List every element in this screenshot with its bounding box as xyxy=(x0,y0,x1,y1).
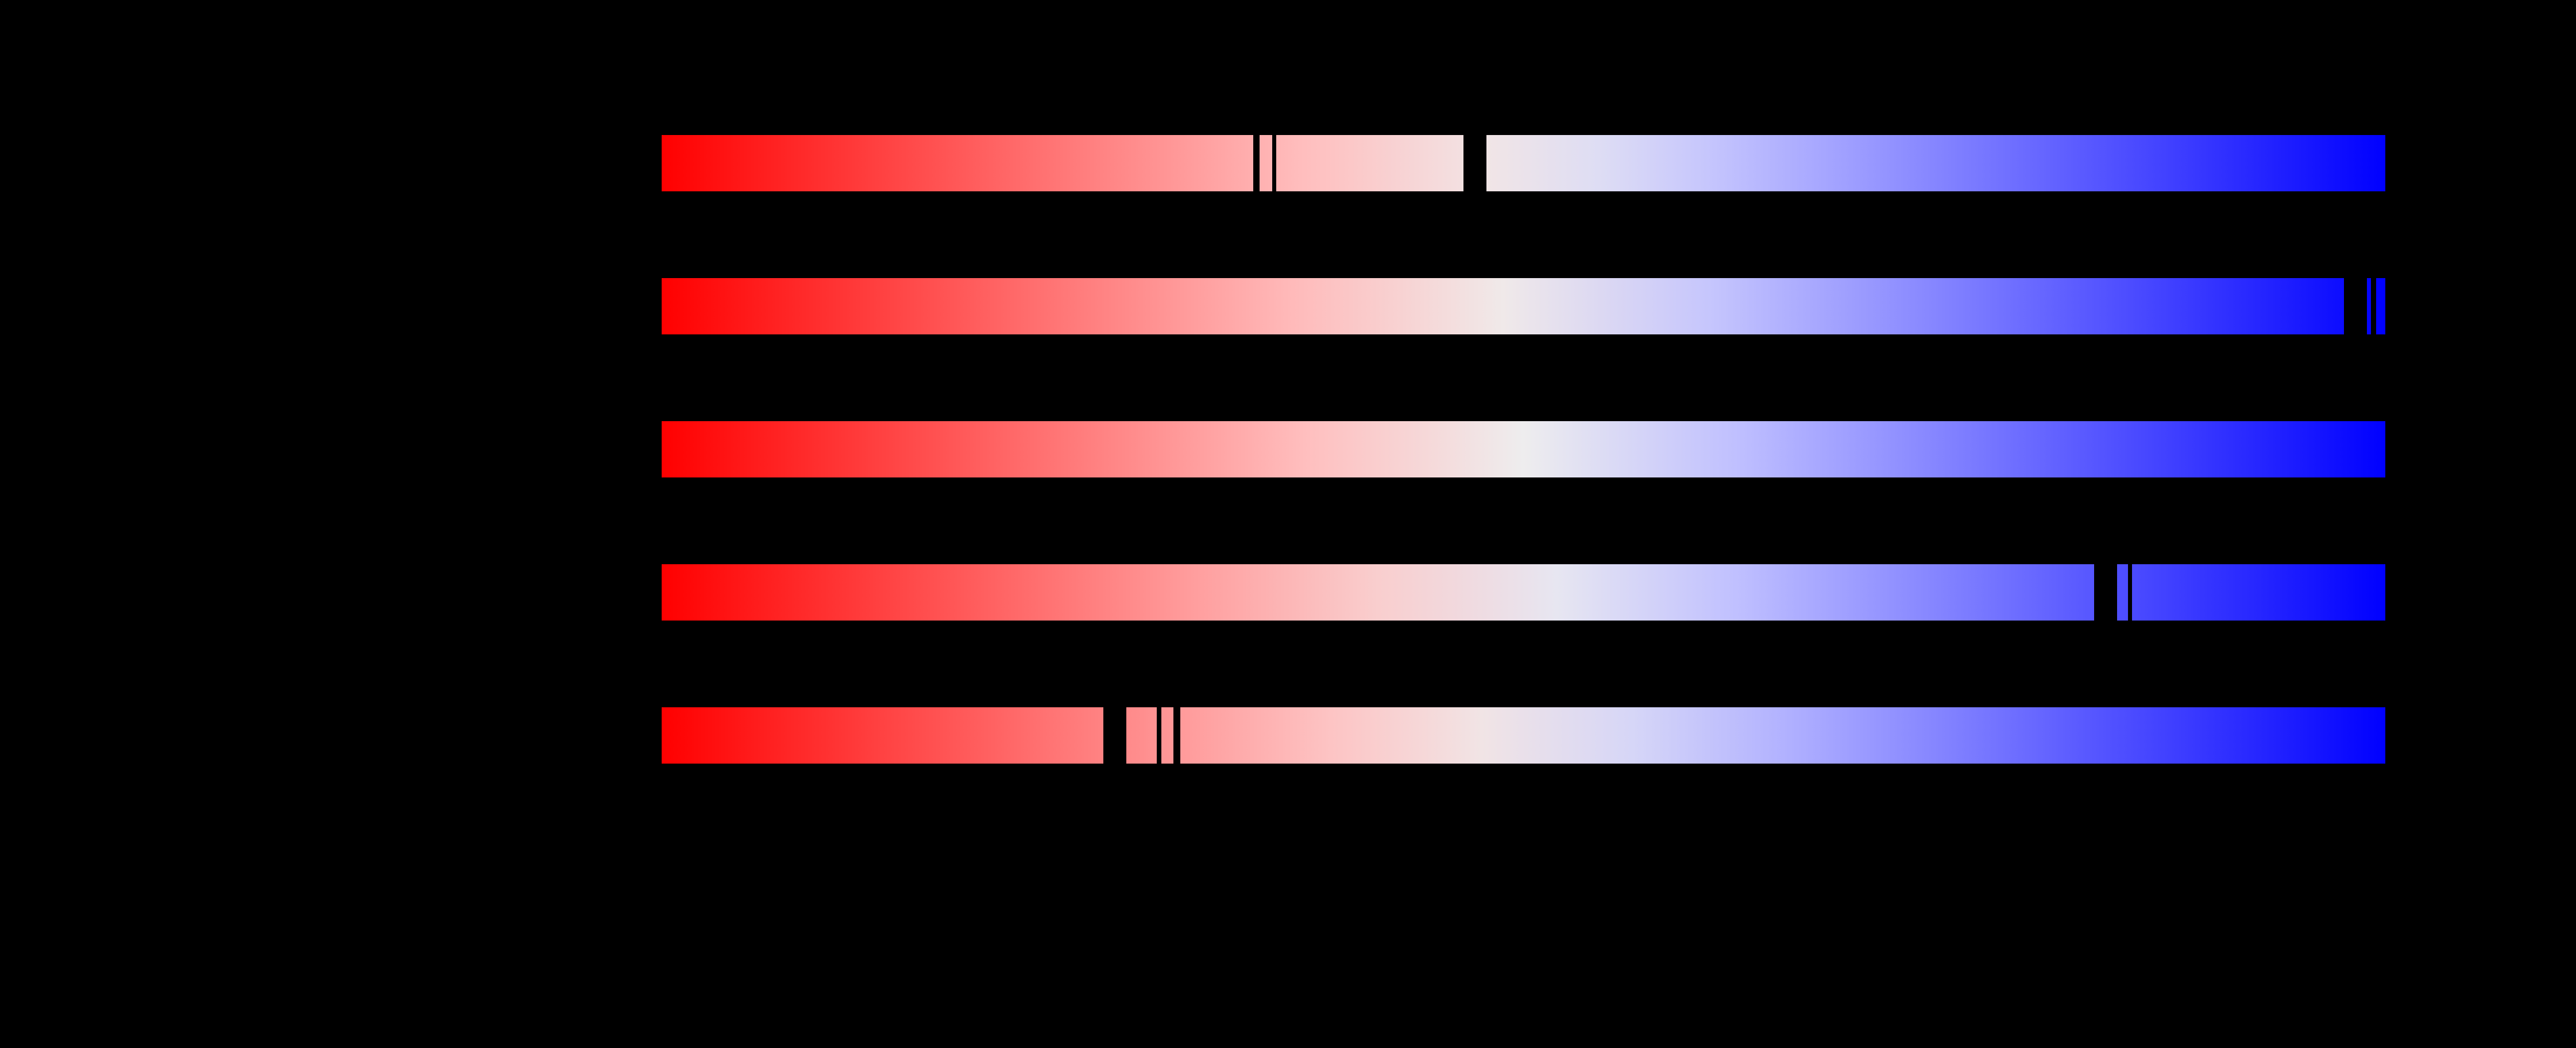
colorbar-segment xyxy=(1126,707,1157,764)
colorbar-row-1 xyxy=(662,135,2385,191)
colorbar-segment xyxy=(2117,564,2128,621)
colorbar-segment xyxy=(2376,278,2385,334)
colorbar-segment xyxy=(662,564,2094,621)
colorbar-segment xyxy=(1260,135,1272,191)
colorbar-segment xyxy=(1276,135,1463,191)
colorbar-row-3 xyxy=(662,421,2385,477)
colorbar-segment xyxy=(662,421,2385,477)
colorbar-segment xyxy=(2367,278,2371,334)
colorbar-row-5 xyxy=(662,707,2385,764)
colorbar-segment xyxy=(2132,564,2385,621)
colorbar-segment xyxy=(662,278,2344,334)
colorbar-segment xyxy=(1180,707,2385,764)
colorbar-row-4 xyxy=(662,564,2385,621)
colorbar-segment xyxy=(662,707,1103,764)
colorbar-row-2 xyxy=(662,278,2385,334)
colorbar-segment xyxy=(662,135,1253,191)
colorbar-segment xyxy=(1161,707,1173,764)
colorbar-segment xyxy=(1486,135,2385,191)
